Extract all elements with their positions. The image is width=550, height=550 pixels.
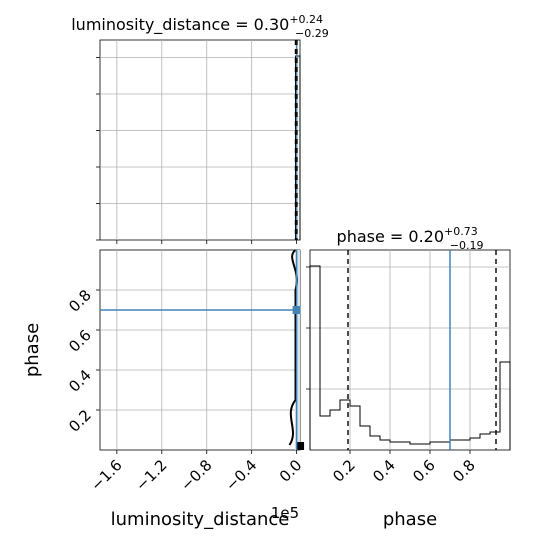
lumdist-hist-marks bbox=[294, 40, 301, 240]
offset-text: 1e5 bbox=[271, 504, 299, 522]
lumdist-hist-step bbox=[295, 55, 301, 240]
x-axis-label-phase: phase bbox=[383, 509, 437, 530]
x-tick-label-phase: 0.2 bbox=[329, 456, 359, 486]
phase-title: phase = 0.20+0.73 −0.19 bbox=[337, 225, 484, 252]
phase-hist-panel: phase = 0.20+0.73 −0.19 bbox=[309, 225, 511, 451]
density-peak bbox=[296, 442, 305, 450]
x-tick-label-phase: 0.4 bbox=[369, 456, 399, 486]
y-tick-label-phase: 0.6 bbox=[65, 326, 95, 356]
y-tick-label-phase: 0.4 bbox=[65, 366, 95, 396]
truth-marker bbox=[292, 306, 301, 314]
x-tick-label-phase: 0.6 bbox=[409, 456, 439, 486]
phase-hist-grid bbox=[310, 250, 510, 450]
x-tick-label-luminosity-distance: −1.6 bbox=[87, 456, 125, 494]
x-tick-label-luminosity-distance: 0.0 bbox=[276, 456, 306, 486]
joint-posterior-panel bbox=[99, 249, 305, 451]
y-tick-label-phase: 0.2 bbox=[65, 406, 95, 436]
phase-hist-marks bbox=[309, 250, 511, 450]
x-tick-label-luminosity-distance: −1.2 bbox=[132, 456, 170, 494]
lumdist-hist-frame bbox=[99, 39, 301, 241]
y-axis-label-phase: phase bbox=[22, 323, 43, 377]
x-tick-label-luminosity-distance: −0.4 bbox=[222, 456, 260, 494]
phase-hist-step bbox=[309, 265, 511, 450]
joint-posterior-frame bbox=[99, 249, 301, 451]
lumdist-hist-panel: luminosity_distance = 0.30+0.24 −0.29 bbox=[71, 13, 329, 241]
lumdist-title: luminosity_distance = 0.30+0.24 −0.29 bbox=[71, 13, 329, 40]
x-tick-label-luminosity-distance: −0.8 bbox=[177, 456, 215, 494]
y-tick-label-phase: 0.8 bbox=[65, 286, 95, 316]
phase-hist-frame bbox=[309, 249, 511, 451]
density-contour bbox=[288, 249, 298, 446]
x-axis-label-luminosity-distance: luminosity_distance bbox=[111, 509, 290, 530]
x-tick-label-phase: 0.8 bbox=[449, 456, 479, 486]
density-fill bbox=[294, 250, 300, 450]
joint-posterior-marks bbox=[100, 249, 305, 450]
